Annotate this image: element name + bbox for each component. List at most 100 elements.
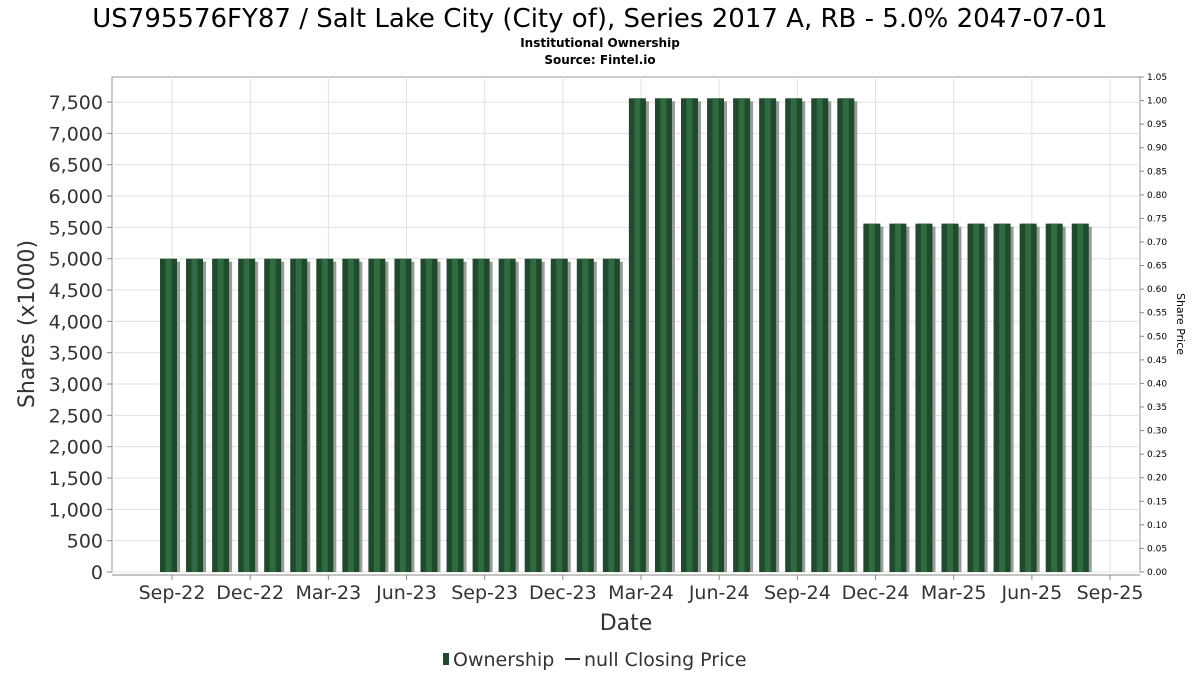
ownership-bar-highlight <box>634 98 641 572</box>
x-tick-label: Jun-24 <box>688 582 750 604</box>
y2-tick-label: 0.50 <box>1147 332 1167 342</box>
ownership-bar-highlight <box>295 258 302 572</box>
ownership-bar-highlight <box>842 98 849 572</box>
ownership-bar-highlight <box>816 98 823 572</box>
y2-tick-label: 0.05 <box>1147 544 1167 554</box>
ownership-bar-highlight <box>1077 223 1084 573</box>
y2-axis-ticks: 0.00 0.05 0.10 0.15 0.20 0.25 0.30 0.35 0.40 0.45… <box>1140 73 1167 578</box>
y2-tick-label: 0.95 <box>1147 120 1167 130</box>
ownership-bars <box>160 98 1092 573</box>
ownership-bar-highlight <box>973 223 980 573</box>
x-tick-label: Dec-22 <box>216 582 284 604</box>
y2-tick-label: 0.75 <box>1147 214 1167 224</box>
y2-tick-label: 0.70 <box>1147 238 1167 248</box>
x-tick-label: Mar-23 <box>296 582 362 604</box>
x-axis-ticks: Sep-22 Dec-22 Mar-23 Jun-23 Sep-23 Dec-23 Mar-… <box>139 575 1144 604</box>
x-tick-label: Mar-25 <box>921 582 987 604</box>
legend-ownership-swatch <box>443 653 449 665</box>
x-tick-label: Dec-24 <box>842 582 910 604</box>
chart-source: Source: Fintel.io <box>544 53 655 67</box>
y2-axis-label: Share Price <box>1174 293 1187 355</box>
y2-tick-label: 1.00 <box>1147 97 1167 107</box>
ownership-bar-highlight <box>999 223 1006 573</box>
legend-closing-price-label: null Closing Price <box>584 649 747 671</box>
y-axis-ticks: 0 500 1,000 1,500 2,000 2,500 3,000 3,500 4,000 4… <box>49 92 112 584</box>
x-tick-label: Sep-25 <box>1077 582 1144 604</box>
y-tick-label: 1,500 <box>49 468 103 490</box>
y2-tick-label: 0.55 <box>1147 309 1167 319</box>
x-tick-label: Sep-22 <box>139 582 206 604</box>
y2-tick-label: 0.85 <box>1147 167 1167 177</box>
y-tick-label: 6,500 <box>49 155 103 177</box>
ownership-bar-highlight <box>426 258 432 572</box>
ownership-bar-highlight <box>504 258 511 572</box>
x-tick-label: Jun-23 <box>375 582 437 604</box>
ownership-bar-highlight <box>347 258 354 572</box>
ownership-bar-highlight <box>269 258 276 572</box>
y-tick-label: 3,500 <box>49 343 103 365</box>
ownership-bar-highlight <box>608 258 615 572</box>
y-tick-label: 5,500 <box>49 217 103 239</box>
ownership-bar-highlight <box>686 98 693 572</box>
ownership-bar-highlight <box>582 258 589 572</box>
ownership-bar-highlight <box>191 258 198 572</box>
y2-tick-label: 0.40 <box>1147 379 1167 389</box>
ownership-bar-highlight <box>217 258 224 572</box>
y-tick-label: 7,500 <box>49 92 103 114</box>
ownership-bar-highlight <box>712 98 719 572</box>
y2-tick-label: 0.90 <box>1147 144 1167 154</box>
y-tick-label: 6,000 <box>49 186 103 208</box>
ownership-bar-highlight <box>243 258 250 572</box>
y2-tick-label: 0.20 <box>1147 474 1167 484</box>
y2-tick-label: 0.10 <box>1147 521 1167 531</box>
ownership-bar-highlight <box>947 223 953 573</box>
y2-tick-label: 1.05 <box>1147 73 1167 83</box>
ownership-bar-highlight <box>373 258 380 572</box>
chart-subtitle: Institutional Ownership <box>520 36 680 50</box>
ownership-bar-highlight <box>1051 223 1058 573</box>
y2-tick-label: 0.25 <box>1147 450 1167 460</box>
y2-tick-label: 0.65 <box>1147 262 1167 272</box>
ownership-bar-highlight <box>165 258 172 572</box>
y-tick-label: 7,000 <box>49 123 103 145</box>
y2-tick-label: 0.30 <box>1147 427 1167 437</box>
ownership-bar-highlight <box>660 98 667 572</box>
ownership-bar-highlight <box>478 258 485 572</box>
x-tick-label: Jun-25 <box>1001 582 1063 604</box>
x-axis-label: Date <box>600 611 653 636</box>
x-tick-label: Dec-23 <box>529 582 597 604</box>
x-tick-label: Sep-24 <box>764 582 831 604</box>
y2-tick-label: 0.15 <box>1147 497 1167 507</box>
y2-tick-label: 0.00 <box>1147 568 1167 578</box>
ownership-bar-highlight <box>894 223 901 573</box>
y-tick-label: 4,500 <box>49 280 103 302</box>
y2-tick-label: 0.45 <box>1147 356 1167 366</box>
ownership-bar-highlight <box>920 223 927 573</box>
ownership-bar-highlight <box>790 98 797 572</box>
ownership-bar-highlight <box>738 98 745 572</box>
y-tick-label: 2,500 <box>49 405 103 427</box>
y-tick-label: 500 <box>67 531 103 553</box>
ownership-bar-highlight <box>1025 223 1032 573</box>
ownership-bar-highlight <box>868 223 875 573</box>
y-tick-label: 2,000 <box>49 437 103 459</box>
ownership-bar-highlight <box>556 258 563 572</box>
ownership-bar-highlight <box>399 258 406 572</box>
y-tick-label: 0 <box>91 562 103 584</box>
y2-tick-label: 0.60 <box>1147 285 1167 295</box>
ownership-bar-highlight <box>452 258 459 572</box>
y2-tick-label: 0.80 <box>1147 191 1167 201</box>
x-tick-label: Mar-24 <box>608 582 674 604</box>
y-tick-label: 1,000 <box>49 499 103 521</box>
y-tick-label: 3,000 <box>49 374 103 396</box>
legend: Ownership null Closing Price <box>443 649 747 671</box>
y-axis-label: Shares (x1000) <box>15 240 40 408</box>
y-tick-label: 4,000 <box>49 311 103 333</box>
legend-ownership-label: Ownership <box>453 649 554 671</box>
ownership-bar-highlight <box>530 258 537 572</box>
y2-tick-label: 0.35 <box>1147 403 1167 413</box>
ownership-bar-highlight <box>321 258 328 572</box>
chart-title: US795576FY87 / Salt Lake City (City of),… <box>92 4 1107 34</box>
x-tick-label: Sep-23 <box>451 582 518 604</box>
